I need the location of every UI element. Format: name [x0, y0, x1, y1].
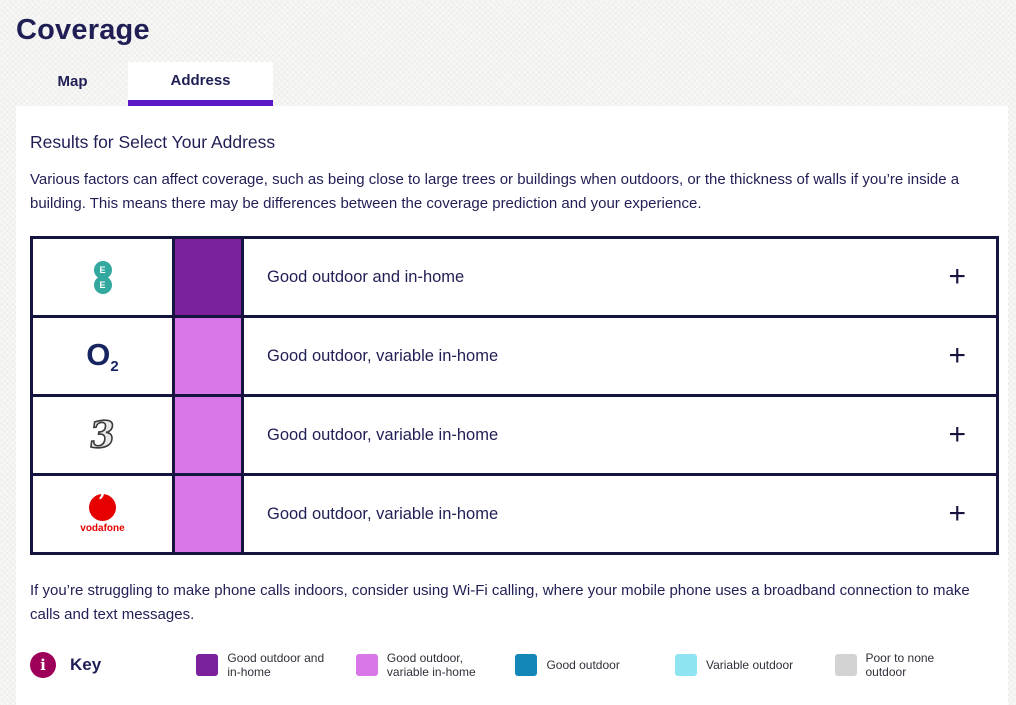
table-row-vodafone[interactable]: ’ vodafone Good outdoor, variable in-hom…: [33, 476, 996, 552]
table-row-three[interactable]: 3 Good outdoor, variable in-home +: [33, 397, 996, 473]
wifi-calling-note: If you’re struggling to make phone calls…: [30, 582, 970, 623]
coverage-status: Good outdoor, variable in-home: [267, 346, 499, 365]
three-logo-icon: 3: [88, 412, 118, 457]
coverage-status: Good outdoor, variable in-home: [267, 504, 499, 523]
key-legend: i Key Good outdoor and in-home Good outd…: [30, 651, 994, 679]
coverage-color-bar: [175, 239, 241, 315]
ee-circle-bottom: E: [93, 275, 112, 294]
coverage-status-cell: Good outdoor, variable in-home +: [244, 397, 996, 473]
three-logo-cell: 3: [33, 397, 172, 473]
coverage-color-bar: [175, 318, 241, 394]
legend-label: Good outdoor: [546, 658, 620, 672]
key-label-group: i Key: [30, 652, 196, 678]
legend-item: Good outdoor and in-home: [196, 651, 356, 679]
results-heading: Results for Select Your Address: [30, 132, 276, 152]
legend-item: Variable outdoor: [674, 654, 835, 676]
legend-label: Variable outdoor: [705, 658, 794, 672]
legend-swatch-good-outdoor-variable: [355, 654, 378, 676]
legend-label: Good outdoor, variable in-home: [386, 651, 476, 679]
info-icon: i: [30, 652, 56, 678]
expand-plus-icon[interactable]: +: [948, 339, 966, 372]
ee-logo-icon: E E: [93, 260, 112, 294]
ee-logo-cell: E E: [33, 239, 172, 315]
legend-swatch-variable-outdoor: [674, 654, 697, 676]
legend-swatch-poor-to-none: [834, 654, 857, 676]
vodafone-logo-icon: ’ vodafone: [80, 494, 125, 534]
vodafone-wordmark: vodafone: [80, 523, 125, 534]
legend-swatch-good-outdoor: [515, 654, 538, 676]
coverage-intro-text: Various factors can affect coverage, suc…: [30, 171, 960, 212]
table-row-ee[interactable]: E E Good outdoor and in-home +: [33, 239, 996, 315]
legend-item: Good outdoor, variable in-home: [355, 651, 516, 679]
tab-bar: Map Address: [30, 62, 273, 106]
coverage-color-bar: [175, 476, 241, 552]
o2-logo-icon: O2: [86, 337, 119, 375]
legend-label: Good outdoor and in-home: [227, 651, 325, 679]
page-title: Coverage: [16, 14, 150, 46]
coverage-status-cell: Good outdoor, variable in-home +: [244, 318, 996, 394]
o2-logo-cell: O2: [33, 318, 172, 394]
tab-map[interactable]: Map: [57, 72, 88, 90]
results-panel: Results for Select Your Address Various …: [16, 106, 1008, 705]
coverage-color-bar: [175, 397, 241, 473]
coverage-status-cell: Good outdoor and in-home +: [244, 239, 996, 315]
legend-label: Poor to none outdoor: [865, 651, 935, 679]
vodafone-speechmark-icon: ’: [88, 494, 116, 521]
legend-item: Good outdoor: [515, 654, 675, 676]
coverage-table: E E Good outdoor and in-home + O2 Good o…: [30, 236, 999, 555]
table-row-o2[interactable]: O2 Good outdoor, variable in-home +: [33, 318, 996, 394]
coverage-status: Good outdoor, variable in-home: [267, 425, 499, 444]
expand-plus-icon[interactable]: +: [948, 418, 966, 451]
vodafone-logo-cell: ’ vodafone: [33, 476, 172, 552]
coverage-status: Good outdoor and in-home: [267, 267, 465, 286]
tab-address[interactable]: Address: [128, 62, 273, 106]
coverage-status-cell: Good outdoor, variable in-home +: [244, 476, 996, 552]
expand-plus-icon[interactable]: +: [948, 497, 966, 530]
legend-item: Poor to none outdoor: [834, 651, 995, 679]
expand-plus-icon[interactable]: +: [948, 260, 966, 293]
ee-circle-top: E: [93, 260, 112, 279]
key-label: Key: [70, 655, 102, 674]
legend-swatch-good-outdoor-in-home: [196, 654, 219, 676]
